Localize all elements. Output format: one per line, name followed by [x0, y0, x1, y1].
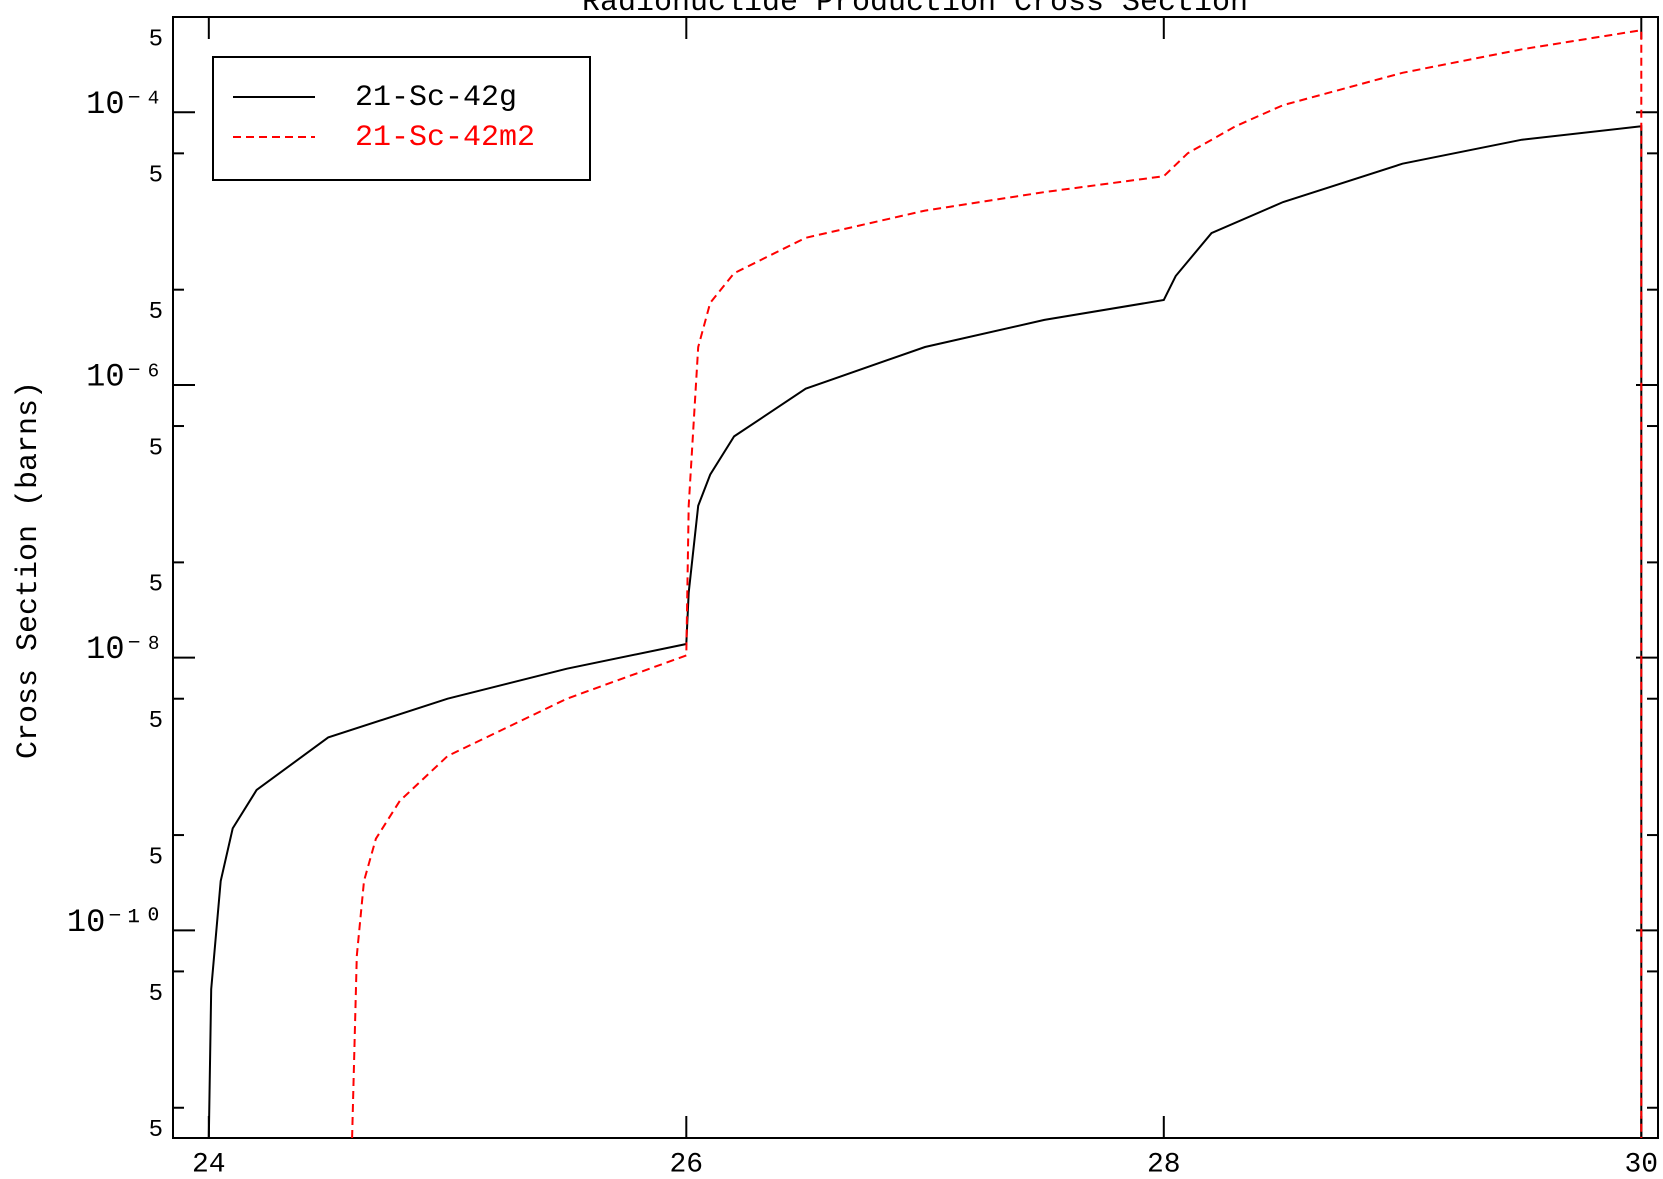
y-axis-label: Cross Section (barns) — [12, 381, 46, 759]
x-tick-label: 30 — [1624, 1149, 1658, 1179]
y-tick-label: 10⁻⁶ — [86, 358, 163, 395]
series-line — [351, 29, 1643, 1139]
legend-box — [212, 56, 591, 181]
y-tick-label: 10⁻¹⁰ — [67, 904, 163, 941]
y-tick-label: 10⁻⁴ — [86, 86, 163, 123]
legend-label: 21-Sc-42m2 — [355, 121, 535, 155]
x-tick-label: 24 — [192, 1149, 226, 1179]
y-tick-label: 5 — [149, 435, 163, 462]
y-tick-label: 5 — [149, 572, 163, 599]
y-tick-label: 5 — [149, 844, 163, 871]
y-tick-label: 5 — [149, 299, 163, 326]
y-tick-label: 5 — [149, 26, 163, 53]
legend-label: 21-Sc-42g — [355, 81, 517, 115]
x-tick-label: 26 — [669, 1149, 703, 1179]
y-tick-label: 10⁻⁸ — [86, 631, 163, 668]
series-line — [207, 125, 1643, 1139]
y-tick-label: 5 — [149, 981, 163, 1008]
plot-frame — [172, 16, 1659, 1139]
y-tick-label: 5 — [149, 1117, 163, 1144]
y-tick-label: 5 — [149, 708, 163, 735]
y-tick-label: 5 — [149, 163, 163, 190]
x-tick-label: 28 — [1147, 1149, 1181, 1179]
chart-title: Radionuclide Production Cross Section — [582, 0, 1248, 20]
